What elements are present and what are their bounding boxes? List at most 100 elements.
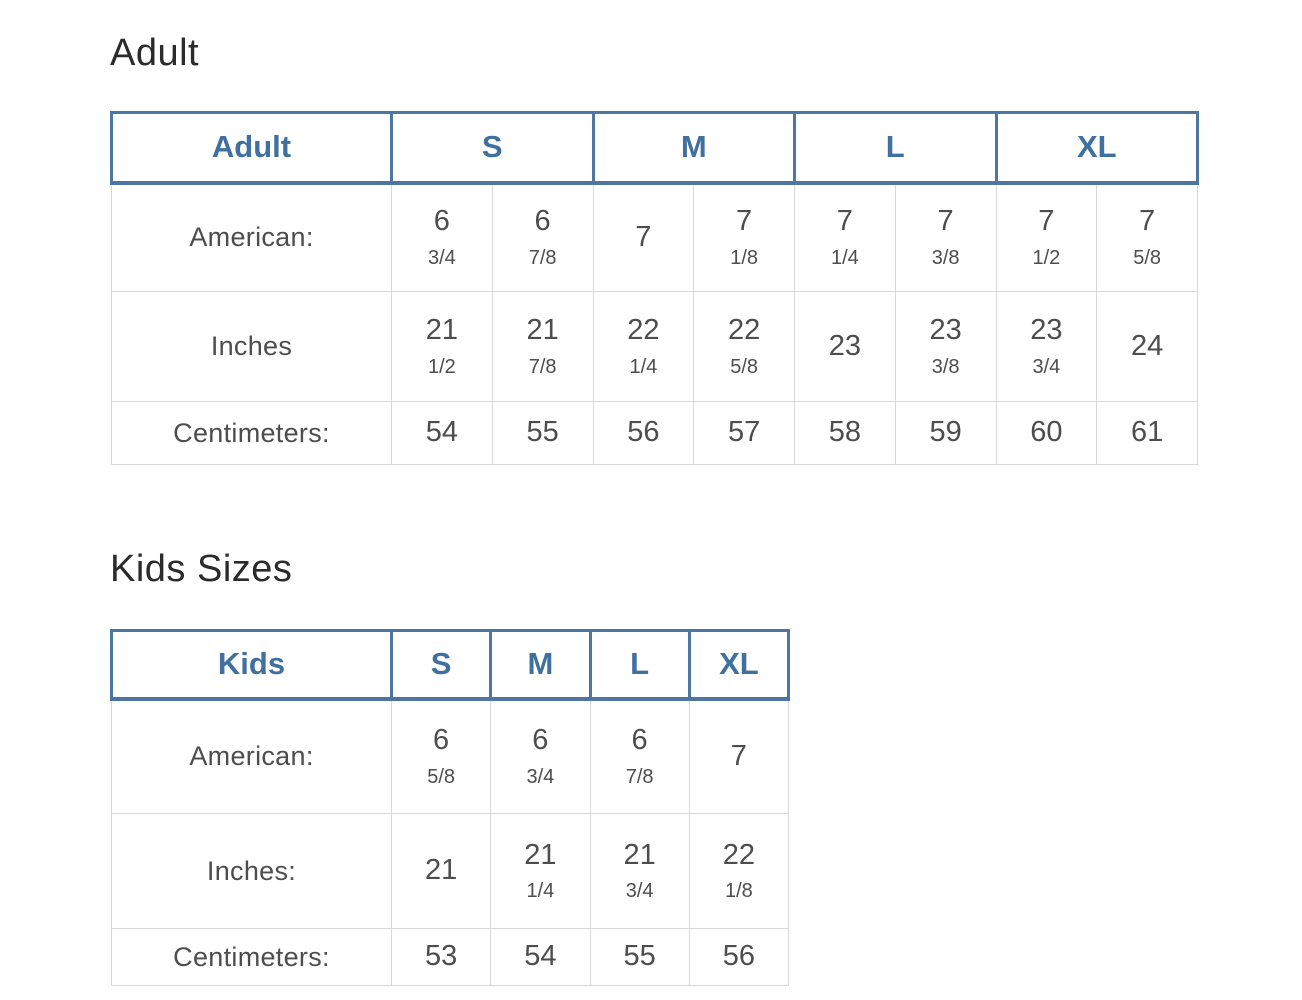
cell-value: 57 [727, 416, 761, 449]
size-cell: 7 3/8 [894, 182, 997, 292]
cell-value: 21 [526, 314, 559, 347]
adult-size-table: Adult S M L XL American: 6 3/4 6 7/8 7 7 1/… [110, 111, 1199, 465]
size-cell: 21 [390, 813, 492, 929]
cell-value: 54 [524, 940, 557, 973]
cell-value: 53 [424, 940, 458, 973]
cell-fraction: 5/8 [427, 766, 456, 789]
cell-value: 21 [524, 838, 557, 871]
cell-value: 22 [727, 314, 761, 347]
cell-value: 22 [627, 314, 660, 347]
size-cell: 6 5/8 [390, 698, 492, 814]
cell-value: 21 [424, 854, 458, 887]
cell-value: 23 [1030, 314, 1063, 347]
cell-value: 58 [828, 416, 861, 449]
cell-value: 7 [730, 739, 747, 772]
cell-fraction: 1/8 [724, 880, 753, 903]
cell-fraction: 7/8 [528, 247, 557, 270]
cell-value: 7 [937, 205, 954, 238]
cell-fraction: 1/4 [526, 880, 555, 903]
cell-value: 23 [929, 314, 962, 347]
adult-header-size-s: S [390, 111, 595, 185]
kids-header-size-s: S [389, 629, 493, 701]
cell-fraction: 3/8 [931, 355, 960, 378]
size-cell: 53 [390, 928, 492, 986]
row-label: Centimeters: [111, 928, 392, 986]
cell-fraction: 7/8 [528, 355, 557, 378]
cell-fraction: 1/2 [1032, 247, 1061, 270]
adult-corner-header: Adult [110, 111, 393, 185]
cell-value: 6 [433, 724, 450, 757]
cell-value: 56 [627, 416, 660, 449]
size-cell: 61 [1096, 401, 1198, 465]
cell-value: 7 [836, 205, 853, 238]
cell-value: 7 [635, 220, 652, 253]
kids-row-american: American: 6 5/8 6 3/4 6 7/8 7 [111, 698, 790, 814]
cell-value: 6 [534, 205, 551, 238]
size-cell: 21 1/2 [391, 291, 493, 402]
cell-value: 24 [1130, 329, 1164, 362]
size-cell: 22 5/8 [693, 291, 795, 402]
cell-value: 22 [722, 838, 755, 871]
adult-header-row: Adult S M L XL [110, 111, 1199, 185]
kids-header-size-xl: XL [687, 629, 791, 701]
size-cell: 6 3/4 [490, 698, 591, 814]
size-cell: 23 3/8 [894, 291, 997, 402]
size-cell: 21 3/4 [589, 813, 690, 929]
cell-fraction: 3/4 [625, 880, 654, 903]
size-cell: 7 1/8 [693, 182, 795, 292]
row-label: American: [111, 698, 392, 814]
size-cell: 56 [592, 401, 695, 465]
row-label: Inches: [111, 813, 392, 929]
cell-value: 21 [425, 314, 458, 347]
kids-header-size-l: L [588, 629, 691, 701]
size-cell: 6 3/4 [391, 182, 493, 292]
adult-row-centimeters: Centimeters: 54 55 56 57 58 59 60 61 [111, 401, 1198, 465]
adult-header-size-m: M [591, 111, 796, 185]
size-cell: 54 [490, 928, 591, 986]
cell-value: 61 [1130, 416, 1164, 449]
kids-row-inches: Inches: 21 21 1/4 21 3/4 22 1/8 [111, 813, 790, 929]
cell-fraction: 5/8 [1133, 247, 1162, 270]
size-cell: 57 [693, 401, 795, 465]
row-label: Centimeters: [111, 401, 392, 465]
cell-fraction: 1/8 [730, 247, 759, 270]
cell-value: 60 [1030, 416, 1063, 449]
size-cell: 21 7/8 [491, 291, 594, 402]
adult-row-american: American: 6 3/4 6 7/8 7 7 1/8 7 1/4 7 3/8 7 1/… [111, 182, 1198, 292]
cell-fraction: 1/2 [427, 355, 456, 378]
size-cell: 58 [794, 401, 896, 465]
cell-fraction: 3/8 [931, 247, 960, 270]
size-cell: 21 1/4 [490, 813, 591, 929]
cell-fraction: 1/4 [830, 247, 859, 270]
size-cell: 7 [592, 182, 695, 292]
cell-value: 6 [433, 205, 450, 238]
size-cell: 7 1/2 [995, 182, 1098, 292]
cell-value: 23 [828, 329, 861, 362]
cell-value: 56 [722, 940, 755, 973]
cell-value: 54 [425, 416, 458, 449]
size-cell: 23 [794, 291, 896, 402]
size-cell: 60 [995, 401, 1098, 465]
cell-value: 7 [1139, 205, 1156, 238]
row-label: American: [111, 182, 392, 292]
cell-value: 6 [532, 724, 549, 757]
cell-fraction: 1/4 [629, 355, 658, 378]
adult-section-heading: Adult [110, 32, 200, 74]
cell-value: 55 [526, 416, 559, 449]
cell-value: 21 [623, 838, 656, 871]
size-cell: 55 [589, 928, 690, 986]
cell-value: 6 [631, 724, 648, 757]
adult-row-inches: Inches 21 1/2 21 7/8 22 1/4 22 5/8 23 23 3/8 … [111, 291, 1198, 402]
cell-fraction: 3/4 [526, 766, 555, 789]
size-cell: 24 [1096, 291, 1198, 402]
kids-row-centimeters: Centimeters: 53 54 55 56 [111, 928, 790, 986]
size-cell: 7 1/4 [794, 182, 896, 292]
size-cell: 54 [391, 401, 493, 465]
size-cell: 6 7/8 [491, 182, 594, 292]
cell-value: 7 [1038, 205, 1055, 238]
cell-value: 7 [736, 205, 753, 238]
size-cell: 59 [894, 401, 997, 465]
kids-header-size-m: M [489, 629, 592, 701]
kids-size-table: Kids S M L XL American: 6 5/8 6 3/4 6 7/8 7… [110, 629, 791, 986]
